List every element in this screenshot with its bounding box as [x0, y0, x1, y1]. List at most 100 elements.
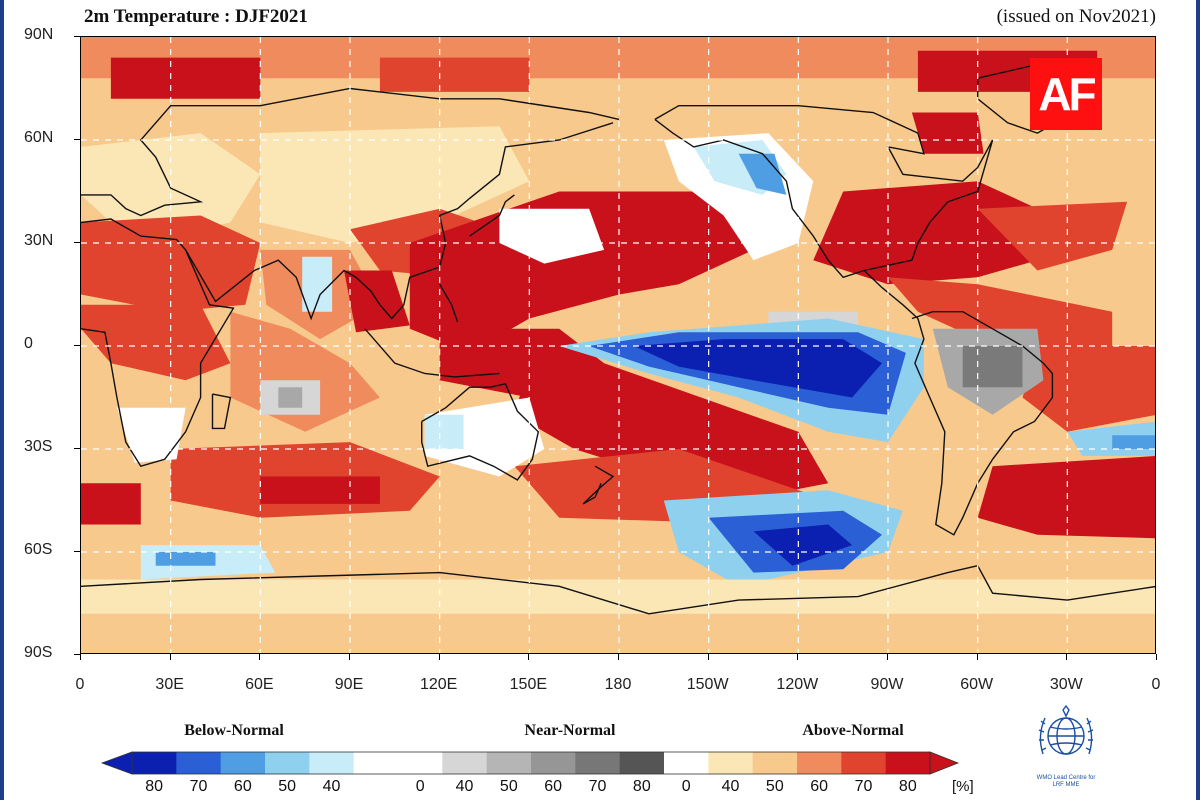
antarctica-south — [81, 613, 1155, 653]
s-pacific-cool-core — [753, 524, 853, 566]
colorbar-tick-label: 60 — [544, 778, 563, 795]
lat-tick-label: 90N — [24, 26, 54, 43]
colorbar-tick-label: 60 — [233, 778, 252, 795]
madagascar-coast — [211, 393, 232, 430]
southern-ocean-cool-w-core — [155, 552, 216, 566]
colorbar-segment — [398, 752, 443, 774]
colorbar-segment — [353, 752, 399, 774]
lon-tick — [438, 654, 440, 660]
antarctica-coast — [81, 564, 1155, 615]
colorbar-segment — [486, 752, 532, 774]
africa-coast — [81, 218, 235, 468]
lat-tick-label: 30S — [24, 438, 53, 455]
amazon-gray-dark — [962, 346, 1023, 388]
lon-tick — [1066, 654, 1068, 660]
lat-tick-label: 60N — [24, 129, 54, 146]
lat-tick-label: 0 — [24, 335, 33, 352]
colorbar-segment — [752, 752, 798, 774]
lon-tick-label: 90W — [870, 676, 904, 693]
lon-tick-label: 60W — [960, 676, 994, 693]
lon-tick-label: 150E — [509, 676, 548, 693]
us-atlantic-warm — [813, 181, 1038, 285]
lon-tick — [528, 654, 530, 660]
arctic-band — [81, 37, 1155, 79]
colorbar-tick-label: 70 — [588, 778, 607, 795]
s-atlantic-east-warm — [81, 483, 141, 525]
legend-colorbar — [100, 751, 960, 775]
hudson-warm — [911, 112, 984, 154]
nw-pacific-neutral — [499, 208, 605, 264]
lon-tick — [976, 654, 978, 660]
colorbar-tick-label: 50 — [765, 778, 784, 795]
colorbar-tick-label: 80 — [898, 778, 917, 795]
s-atlantic-tropical-warm — [1022, 346, 1155, 432]
colorbar-segment — [309, 752, 355, 774]
lon-tick-label: 0 — [75, 676, 85, 693]
n-africa-above — [81, 215, 261, 312]
colorbar-tick-label: 0 — [681, 778, 691, 795]
indonesia-coast — [364, 328, 500, 378]
lon-tick — [259, 654, 261, 660]
map-canvas — [81, 37, 1155, 653]
s-atlantic-warm-band — [977, 456, 1155, 539]
trop-atlantic-warm — [888, 277, 1113, 353]
colorbar-segment — [885, 752, 931, 774]
lon-tick-label: 30W — [1049, 676, 1083, 693]
colorbar-segment — [664, 752, 709, 774]
colorbar-tick-label: 40 — [455, 778, 474, 795]
new-zealand-coast — [582, 465, 615, 505]
af-logo: AF — [1030, 58, 1102, 130]
lon-tick-label: 0 — [1151, 676, 1161, 693]
wmo-logo: WMO Lead Centre for LRF MME — [1028, 704, 1104, 796]
lon-tick — [618, 654, 619, 660]
colorbar-tick-label: 40 — [721, 778, 740, 795]
wmo-caption-1: WMO Lead Centre for — [1036, 775, 1096, 781]
south-asia-coast — [184, 122, 614, 321]
south-america-coast — [863, 269, 1054, 536]
lon-tick-label: 150W — [686, 676, 729, 693]
colorbar-tick-label: 70 — [854, 778, 873, 795]
colorbar-outline — [131, 751, 931, 775]
australia-cool — [424, 414, 464, 449]
lon-tick — [349, 654, 350, 660]
colorbar-tick-label: 80 — [632, 778, 651, 795]
colorbar-segment — [797, 752, 842, 774]
map-title: 2m Temperature : DJF2021 — [84, 6, 308, 27]
philippines-coast — [439, 283, 459, 323]
india-cool — [302, 256, 333, 312]
legend-unit: [%] — [952, 778, 974, 795]
lon-tick-label: 120W — [776, 676, 819, 693]
lat-tick-label: 60S — [24, 541, 53, 558]
legend-above-label: Above-Normal — [802, 722, 904, 739]
lon-tick-label: 30E — [155, 676, 184, 693]
colorbar-tick-label: 40 — [322, 778, 341, 795]
lat-tick-label: 90S — [24, 644, 53, 661]
eurasia-north-coast — [81, 87, 620, 217]
lat-tick-label: 30N — [24, 232, 54, 249]
colorbar-segment — [841, 752, 887, 774]
colorbar-tick-label: 80 — [145, 778, 164, 795]
c-africa-above — [81, 304, 231, 381]
colorbar-segment — [132, 752, 177, 774]
legend-below-label: Below-Normal — [184, 722, 284, 739]
lat-tick — [74, 345, 80, 346]
left-edge-strip — [0, 0, 4, 800]
alaska-cool-core — [738, 153, 787, 195]
lon-tick — [1156, 654, 1157, 660]
issued-date: (issued on Nov2021) — [996, 6, 1156, 27]
colorbar-segment — [265, 752, 310, 774]
right-edge-strip — [1196, 0, 1200, 800]
wmo-caption-2: LRF MME — [1052, 782, 1080, 788]
lon-tick — [80, 654, 81, 660]
un-globe-emblem-icon — [1038, 704, 1094, 755]
indian-gray-core — [278, 387, 303, 408]
colorbar-segment — [442, 752, 488, 774]
indian-ocean-warm-core — [260, 476, 380, 504]
la-nina-core — [633, 339, 882, 398]
colorbar-tick-label: 60 — [810, 778, 829, 795]
australia-coast — [421, 382, 540, 481]
colorbar-segment — [176, 752, 222, 774]
n-atlantic-warm — [977, 201, 1128, 271]
arctic-above-a — [110, 57, 261, 99]
lon-tick-label: 120E — [419, 676, 458, 693]
